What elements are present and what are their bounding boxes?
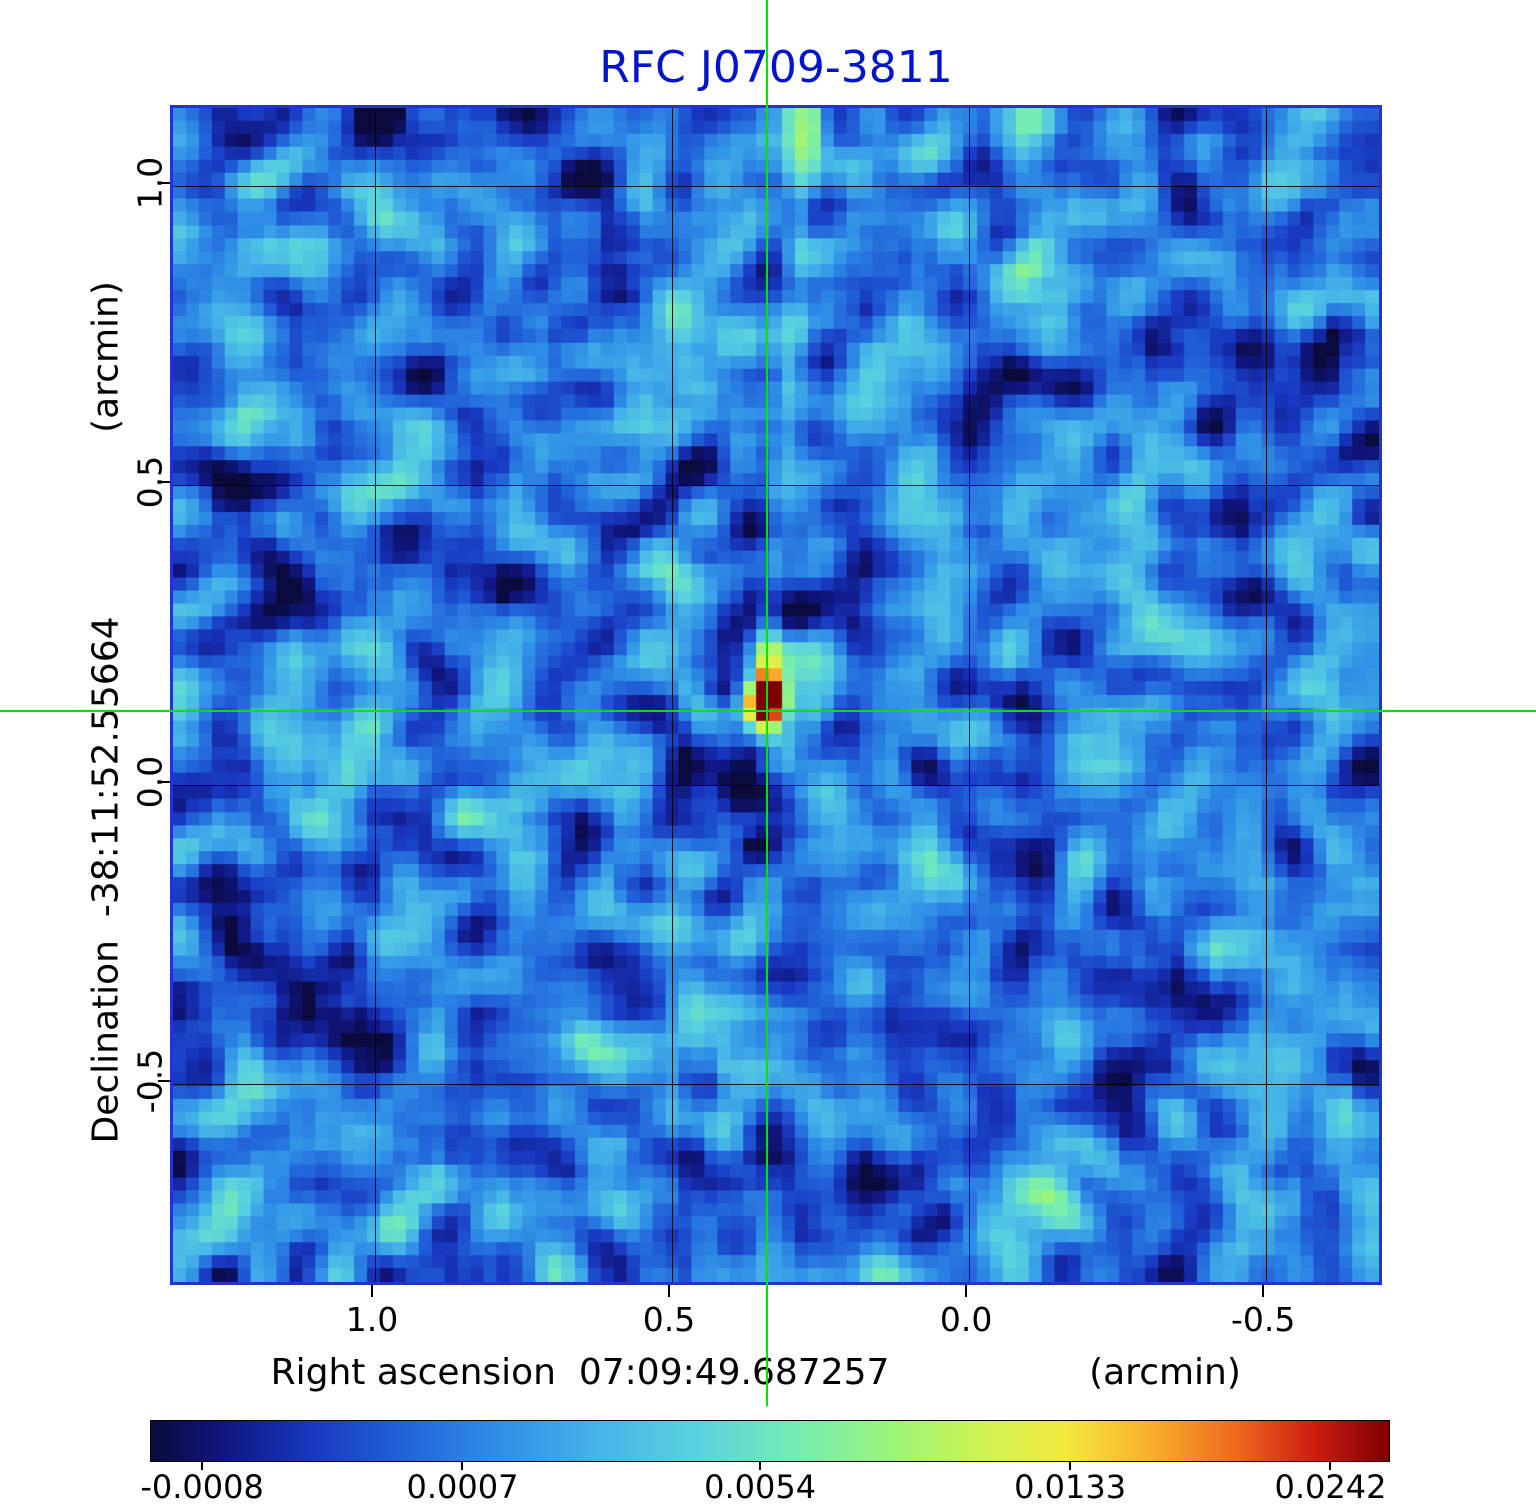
x-axis-tick-mark [1262,1285,1265,1297]
colorbar [150,1420,1390,1462]
x-axis-tick-label: 1.0 [345,1300,399,1339]
y-axis-unit-label: (arcmin) [85,281,127,433]
y-axis-tick-mark [158,181,170,184]
colorbar-tick-label: 0.0007 [406,1468,519,1506]
colorbar-tick-mark [461,1461,464,1470]
chart-title: RFC J0709-3811 [599,42,953,93]
x-axis-tick-mark [668,1285,671,1297]
x-axis-tick-label: 0.5 [642,1300,696,1339]
crosshair-horizontal-line [0,709,1536,712]
grid-line-vertical [1266,108,1268,1282]
radio-intensity-map [173,108,1379,1282]
y-axis-tick-mark [158,481,170,484]
grid-line-vertical [969,108,971,1282]
colorbar-tick-mark [1329,1461,1332,1470]
colorbar-tick-mark [1069,1461,1072,1470]
colorbar-tick-mark [201,1461,204,1470]
y-axis-tick-mark [158,780,170,783]
grid-line-horizontal [173,485,1379,487]
colorbar-tick-label: -0.0008 [140,1468,264,1506]
grid-line-vertical [375,108,376,1282]
colorbar-tick-label: 0.0133 [1014,1468,1127,1506]
plot-area [170,105,1382,1285]
crosshair-vertical-line [766,0,769,1406]
x-axis-tick-label: 0.0 [939,1300,993,1339]
colorbar-tick-label: 0.0242 [1274,1468,1387,1506]
y-axis-tick-mark [158,1080,170,1083]
y-axis-tick-label: -0.5 [130,1049,170,1114]
y-axis-label: Declination -38:11:52.55664 [85,616,127,1144]
x-axis-unit-label: (arcmin) [1089,1352,1241,1393]
colorbar-tick-label: 0.0054 [704,1468,817,1506]
x-axis-tick-label: -0.5 [1230,1300,1296,1339]
grid-line-vertical [672,108,674,1282]
grid-line-horizontal [173,1084,1379,1086]
y-axis-tick-label: 0.0 [130,755,170,809]
x-axis-tick-mark [965,1285,968,1297]
grid-line-horizontal [173,784,1379,786]
x-axis-tick-mark [371,1285,373,1297]
colorbar-tick-mark [759,1461,762,1470]
y-axis-tick-label: 1.0 [130,156,170,210]
y-axis-tick-label: 0.5 [130,456,170,509]
x-axis-label: Right ascension 07:09:49.687257 [270,1352,890,1393]
grid-line-horizontal [173,185,1379,187]
